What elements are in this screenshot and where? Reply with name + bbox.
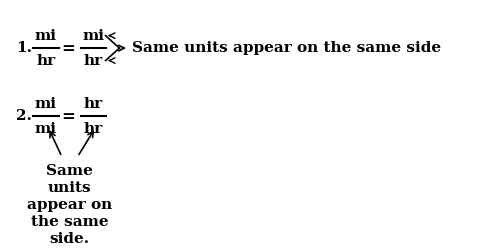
Text: hr: hr bbox=[84, 96, 103, 111]
Text: hr: hr bbox=[36, 54, 56, 67]
Text: =: = bbox=[61, 108, 76, 124]
Text: side.: side. bbox=[50, 232, 90, 246]
Text: Same: Same bbox=[46, 164, 93, 178]
Text: the same: the same bbox=[31, 215, 108, 229]
Text: units: units bbox=[48, 181, 91, 195]
Text: mi: mi bbox=[35, 29, 57, 43]
Text: mi: mi bbox=[35, 122, 57, 135]
Text: hr: hr bbox=[84, 122, 103, 135]
Text: mi: mi bbox=[35, 96, 57, 111]
Text: appear on: appear on bbox=[27, 198, 112, 212]
Text: hr: hr bbox=[84, 54, 103, 67]
Text: mi: mi bbox=[82, 29, 105, 43]
Text: 2.: 2. bbox=[16, 109, 31, 123]
Text: 1.: 1. bbox=[16, 41, 32, 55]
Text: =: = bbox=[61, 40, 76, 57]
Text: Same units appear on the same side: Same units appear on the same side bbox=[132, 41, 441, 55]
